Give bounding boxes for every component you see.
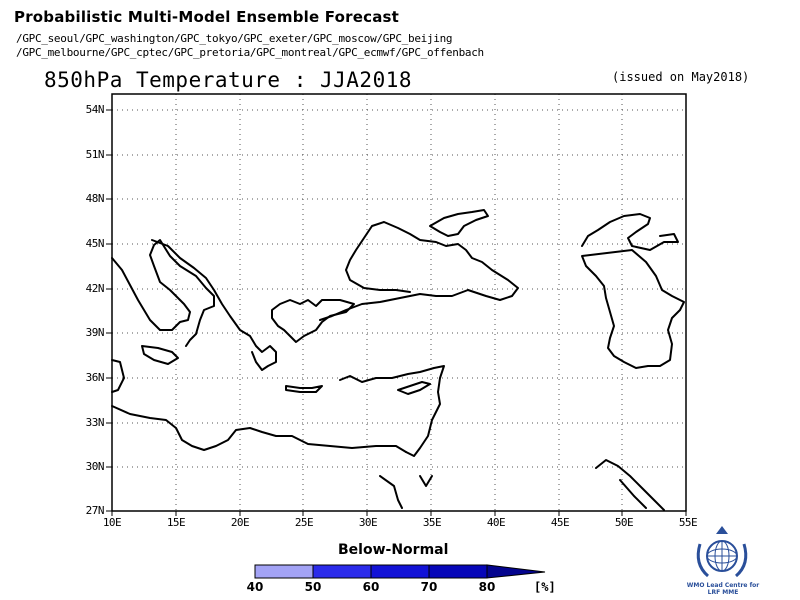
lon-label: 35E (422, 516, 442, 529)
lon-label: 25E (294, 516, 314, 529)
product-title: Probabilistic Multi-Model Ensemble Forec… (14, 8, 400, 26)
legend-swatch (370, 564, 430, 579)
legend-label: 50 (304, 580, 322, 594)
legend-label: 60 (362, 580, 380, 594)
map-frame (111, 93, 687, 512)
legend-swatch (428, 564, 488, 579)
issued-date: (issued on May2018) (612, 70, 750, 84)
tick-marks (106, 109, 687, 516)
lat-label: 27N (85, 504, 105, 517)
lat-label: 54N (85, 103, 105, 116)
wmo-emblem-icon (696, 526, 748, 578)
lon-label: 40E (486, 516, 506, 529)
legend-arrow (486, 564, 546, 579)
lat-label: 30N (85, 460, 105, 473)
legend-colorbar (254, 564, 546, 579)
map-title: 850hPa Temperature : JJA2018 (44, 68, 413, 92)
logo-caption-line2: LRF MME (707, 589, 739, 596)
lat-label: 42N (85, 282, 105, 295)
lat-label: 33N (85, 416, 105, 429)
lat-label: 36N (85, 371, 105, 384)
lon-label: 15E (166, 516, 186, 529)
legend-swatch (254, 564, 314, 579)
legend-label: 80 (478, 580, 496, 594)
legend-unit: [%] (534, 580, 556, 594)
legend-label: 70 (420, 580, 438, 594)
lat-label: 48N (85, 192, 105, 205)
legend-title: Below-Normal (338, 542, 449, 558)
lon-label: 55E (678, 516, 698, 529)
lon-label: 10E (102, 516, 122, 529)
lat-label: 51N (85, 148, 105, 161)
logo-caption-line1: WMO Lead Centre for (686, 582, 760, 589)
logo-caption: WMO Lead Centre for LRF MME (686, 582, 760, 596)
lat-label: 39N (85, 326, 105, 339)
lon-label: 20E (230, 516, 250, 529)
lat-label: 45N (85, 237, 105, 250)
lon-label: 30E (358, 516, 378, 529)
legend-swatch (312, 564, 372, 579)
coastlines (111, 209, 685, 511)
sources-line-2: /GPC_melbourne/GPC_cptec/GPC_pretoria/GP… (16, 46, 484, 59)
lon-label: 45E (550, 516, 570, 529)
legend-label: 40 (246, 580, 264, 594)
lon-label: 50E (614, 516, 634, 529)
sources-line-1: /GPC_seoul/GPC_washington/GPC_tokyo/GPC_… (16, 32, 453, 45)
